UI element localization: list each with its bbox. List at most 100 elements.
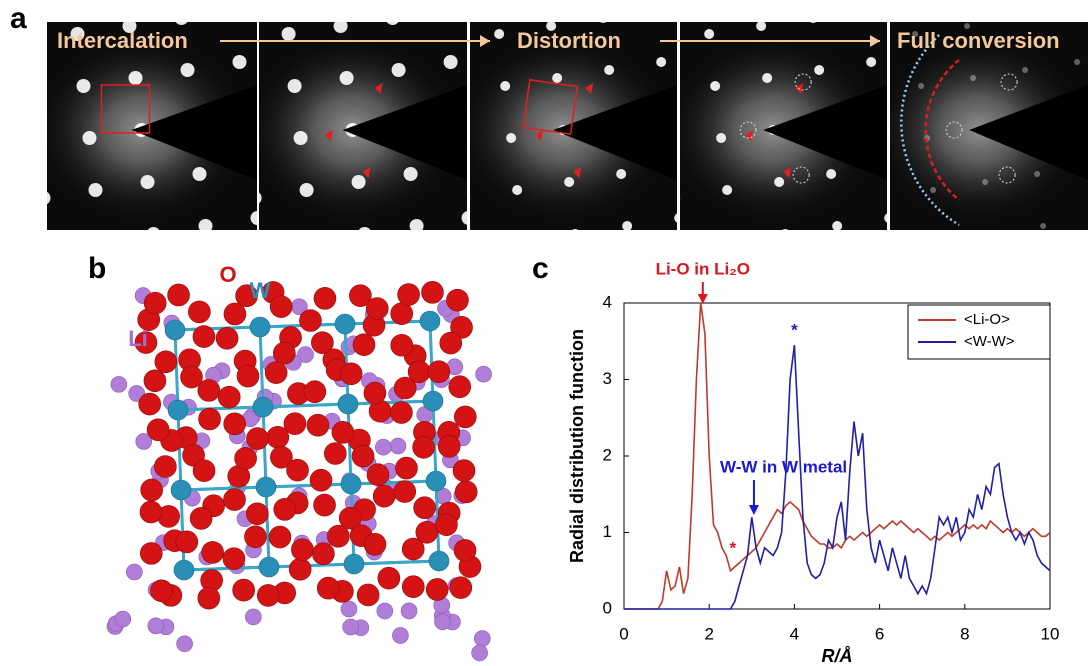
li-atom <box>434 613 451 631</box>
w-atom <box>334 313 356 335</box>
li-atom <box>114 610 132 628</box>
o-atom <box>449 576 473 599</box>
spot <box>988 231 994 237</box>
spot <box>866 57 877 67</box>
o-atom <box>198 407 221 431</box>
o-atom <box>316 576 340 600</box>
spot <box>414 253 424 263</box>
spot <box>250 211 257 225</box>
bond <box>183 565 270 572</box>
o-atom <box>272 341 296 365</box>
spot <box>259 192 262 204</box>
o-atom <box>331 421 355 444</box>
o-atom <box>309 468 333 492</box>
spot <box>403 167 418 181</box>
arc-red <box>924 59 960 201</box>
spot <box>205 271 219 285</box>
legend-label: <Li-O> <box>964 311 1010 328</box>
dashed-ring <box>792 166 810 184</box>
spot <box>47 191 51 205</box>
spot <box>786 281 796 291</box>
w-atom <box>255 476 277 498</box>
o-atom <box>439 331 463 355</box>
diffraction-image <box>172 0 467 230</box>
spot <box>594 0 604 3</box>
red-arrowhead <box>783 167 792 178</box>
spot <box>512 185 523 195</box>
atom-label: O <box>219 262 236 287</box>
spot <box>802 0 808 1</box>
o-atom <box>356 583 380 607</box>
o-atom <box>215 326 239 350</box>
o-atom <box>453 539 477 562</box>
w-atom <box>337 393 359 415</box>
o-atom <box>425 578 449 601</box>
w-atom <box>167 399 189 421</box>
series-line <box>624 345 1051 610</box>
spot <box>622 221 633 230</box>
o-atom <box>180 365 203 389</box>
spot <box>470 196 471 200</box>
o-atom <box>401 537 425 561</box>
spot <box>912 31 919 37</box>
y-tick-label: 3 <box>603 369 612 388</box>
o-atom <box>256 584 280 607</box>
spot <box>175 22 188 25</box>
w-atom <box>422 390 444 412</box>
y-tick-label: 0 <box>603 598 612 617</box>
spot <box>333 22 348 33</box>
rdf-chart: 0 2 4 6 8 10 0 1 2 3 4 R/Å Radial distribution funct… <box>567 259 1060 665</box>
annotation-arrowhead <box>697 294 708 304</box>
w-atom <box>428 550 450 572</box>
spot <box>564 177 575 187</box>
bond <box>350 479 437 486</box>
spot <box>942 291 948 297</box>
o-atom <box>311 331 334 354</box>
spot <box>172 0 186 5</box>
spot <box>572 229 579 230</box>
li-atom <box>297 346 314 363</box>
spot <box>918 83 925 89</box>
bond <box>347 399 434 406</box>
y-tick-label: 2 <box>603 445 612 464</box>
spot <box>676 245 686 255</box>
bond <box>428 320 435 402</box>
spot <box>128 71 143 85</box>
o-atom <box>146 418 170 442</box>
o-atom <box>397 283 420 306</box>
spot <box>762 73 773 83</box>
progress-arrowhead <box>480 35 490 47</box>
bond <box>262 402 349 409</box>
li-atom <box>392 627 409 644</box>
spot <box>101 287 115 301</box>
y-tick-label: 4 <box>603 292 612 311</box>
o-atom <box>415 520 439 544</box>
o-atom <box>427 360 451 384</box>
spot <box>656 57 667 67</box>
o-atom <box>435 513 458 536</box>
panel-label: a <box>10 2 27 35</box>
o-atom <box>222 547 246 570</box>
diffraction-panels: Intercalation Distortion Full conversion <box>47 0 1088 301</box>
spot <box>964 23 971 29</box>
spot <box>70 27 85 41</box>
spot <box>339 71 354 85</box>
spot <box>1034 171 1041 177</box>
li-atom <box>135 433 153 450</box>
li-atom <box>245 608 262 626</box>
o-atom <box>246 427 269 450</box>
dashed-ring <box>945 121 963 139</box>
spot <box>890 265 900 275</box>
x-tick-label: 8 <box>960 624 969 643</box>
red-arrowhead <box>585 83 594 94</box>
li-atom <box>110 376 128 393</box>
li-atom <box>375 438 392 456</box>
spot <box>1016 15 1022 21</box>
spot <box>826 169 837 179</box>
o-atom <box>273 498 297 521</box>
spot <box>443 55 458 69</box>
o-atom <box>338 506 362 530</box>
o-atom <box>363 381 387 405</box>
o-atom <box>154 455 177 478</box>
legend-box <box>907 304 1051 360</box>
